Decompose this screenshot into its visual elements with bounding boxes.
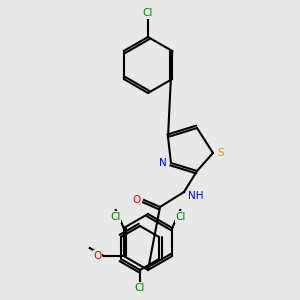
- Text: Cl: Cl: [135, 283, 145, 293]
- Text: Cl: Cl: [143, 8, 153, 18]
- Text: O: O: [133, 195, 141, 205]
- Text: Cl: Cl: [175, 212, 185, 222]
- Text: O: O: [94, 251, 102, 261]
- Text: Cl: Cl: [111, 212, 121, 222]
- Text: S: S: [217, 148, 224, 158]
- Text: NH: NH: [188, 191, 203, 201]
- Text: N: N: [159, 158, 167, 168]
